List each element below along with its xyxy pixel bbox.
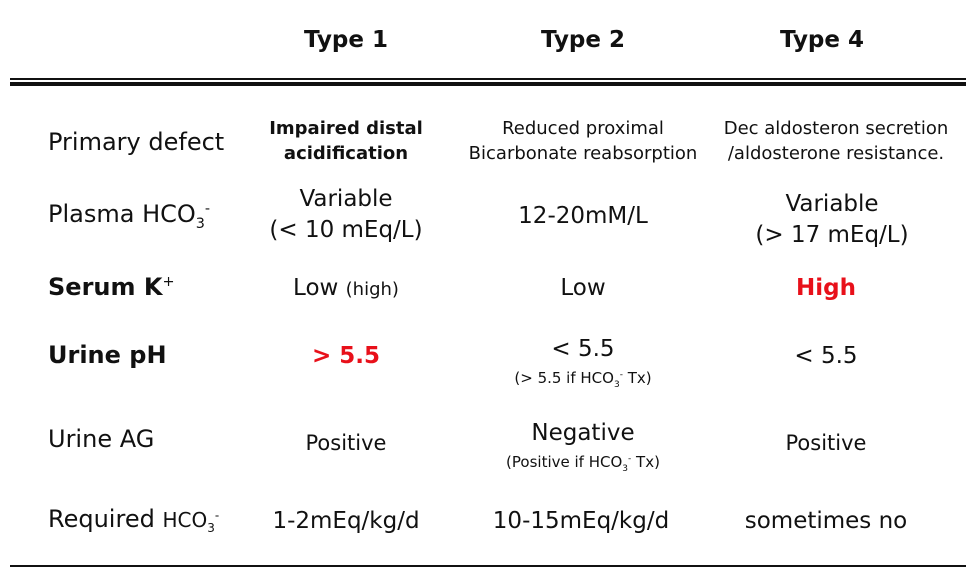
row-label-required-hco3: Required HCO3- [48, 505, 220, 535]
cell-plasma-hco3-type1: Variable (< 10 mEq/L) [269, 186, 423, 243]
cell-required-hco3-type4: sometimes no [744, 508, 908, 534]
cell-serum-k-type1: Low (high) [293, 275, 399, 301]
cell-urine-ph-type1: > 5.5 [311, 343, 381, 369]
header-type4: Type 4 [779, 27, 865, 53]
header-type1: Type 1 [303, 27, 389, 53]
cell-primary-defect-type4: Dec aldosteron secretion /aldosterone re… [723, 118, 949, 164]
cell-urine-ph-type2: < 5.5 (> 5.5 if HCO3- Tx) [463, 334, 703, 395]
header-type2: Type 2 [540, 27, 626, 53]
row-label-serum-k: Serum K+ [48, 273, 175, 301]
cell-primary-defect-type2: Reduced proximal Bicarbonate reabsorptio… [468, 118, 698, 164]
cell-serum-k-type4: High [796, 275, 856, 301]
cell-plasma-hco3-type2: 12-20mM/L [518, 203, 648, 229]
header-divider-thick [10, 82, 966, 86]
urine-ag-type2-note: (Positive if HCO3- Tx) [506, 453, 660, 474]
cell-urine-ag-type2: Negative (Positive if HCO3- Tx) [463, 418, 703, 479]
row-label-plasma-hco3: Plasma HCO3- [48, 200, 211, 232]
cell-primary-defect-type1: Impaired distal acidification [269, 118, 423, 164]
cell-serum-k-type2: Low [560, 275, 606, 301]
cell-urine-ag-type4: Positive [785, 431, 867, 455]
header-divider-thin [10, 78, 966, 80]
urine-ph-type2-note: (> 5.5 if HCO3- Tx) [514, 369, 652, 390]
cell-urine-ph-type4: < 5.5 [794, 343, 858, 369]
cell-plasma-hco3-type4: Variable (> 17 mEq/L) [755, 191, 909, 248]
row-label-urine-ag: Urine AG [48, 425, 155, 453]
cell-required-hco3-type1: 1-2mEq/kg/d [272, 508, 420, 534]
cell-required-hco3-type2: 10-15mEq/kg/d [492, 508, 670, 534]
row-label-primary-defect: Primary defect [48, 128, 225, 156]
table-bottom-divider [10, 565, 966, 567]
cell-urine-ag-type1: Positive [305, 431, 387, 455]
row-label-urine-ph: Urine pH [48, 341, 167, 369]
